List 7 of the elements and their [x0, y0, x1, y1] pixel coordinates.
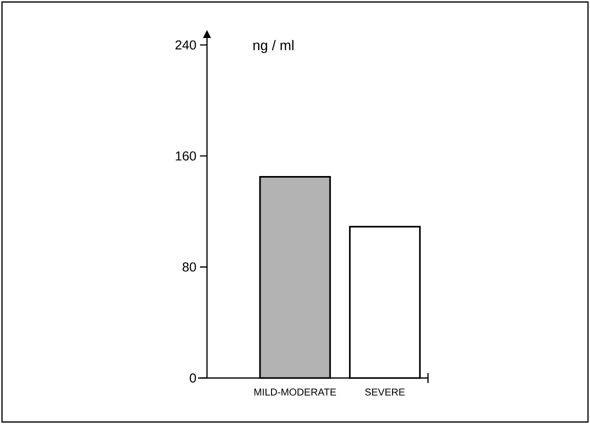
y-tick-label: 80	[182, 262, 196, 272]
y-tick-label: 160	[176, 151, 196, 161]
x-tick-label: SEVERE	[365, 388, 405, 396]
y-tick-label: 240	[176, 40, 196, 50]
x-tick-label: MILD-MODERATE	[254, 388, 336, 396]
y-tick-label: 0	[190, 373, 196, 383]
y-axis-title: ng / ml	[253, 40, 294, 53]
